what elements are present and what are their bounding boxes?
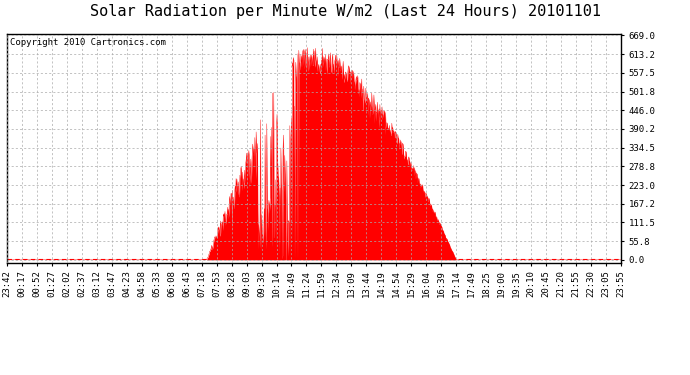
Text: Copyright 2010 Cartronics.com: Copyright 2010 Cartronics.com xyxy=(10,38,166,47)
Text: Solar Radiation per Minute W/m2 (Last 24 Hours) 20101101: Solar Radiation per Minute W/m2 (Last 24… xyxy=(90,4,600,19)
